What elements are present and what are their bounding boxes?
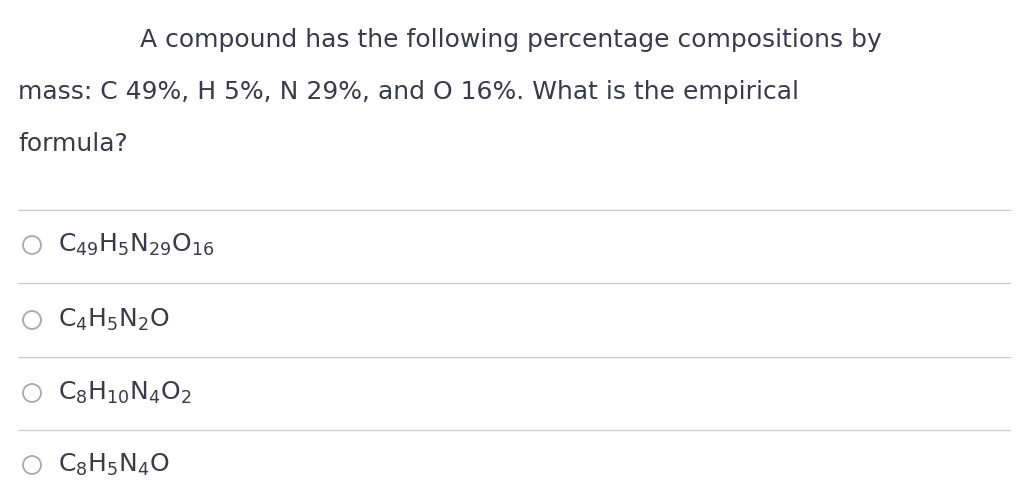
Text: C$_8$H$_5$N$_4$O: C$_8$H$_5$N$_4$O	[58, 452, 170, 478]
Text: C$_8$H$_{10}$N$_4$O$_2$: C$_8$H$_{10}$N$_4$O$_2$	[58, 380, 191, 406]
Text: formula?: formula?	[18, 132, 128, 156]
Text: mass: C 49%, H 5%, N 29%, and O 16%. What is the empirical: mass: C 49%, H 5%, N 29%, and O 16%. Wha…	[18, 80, 799, 104]
Text: C$_{49}$H$_5$N$_{29}$O$_{16}$: C$_{49}$H$_5$N$_{29}$O$_{16}$	[58, 232, 215, 258]
Text: A compound has the following percentage compositions by: A compound has the following percentage …	[140, 28, 882, 52]
Text: C$_4$H$_5$N$_2$O: C$_4$H$_5$N$_2$O	[58, 307, 170, 333]
